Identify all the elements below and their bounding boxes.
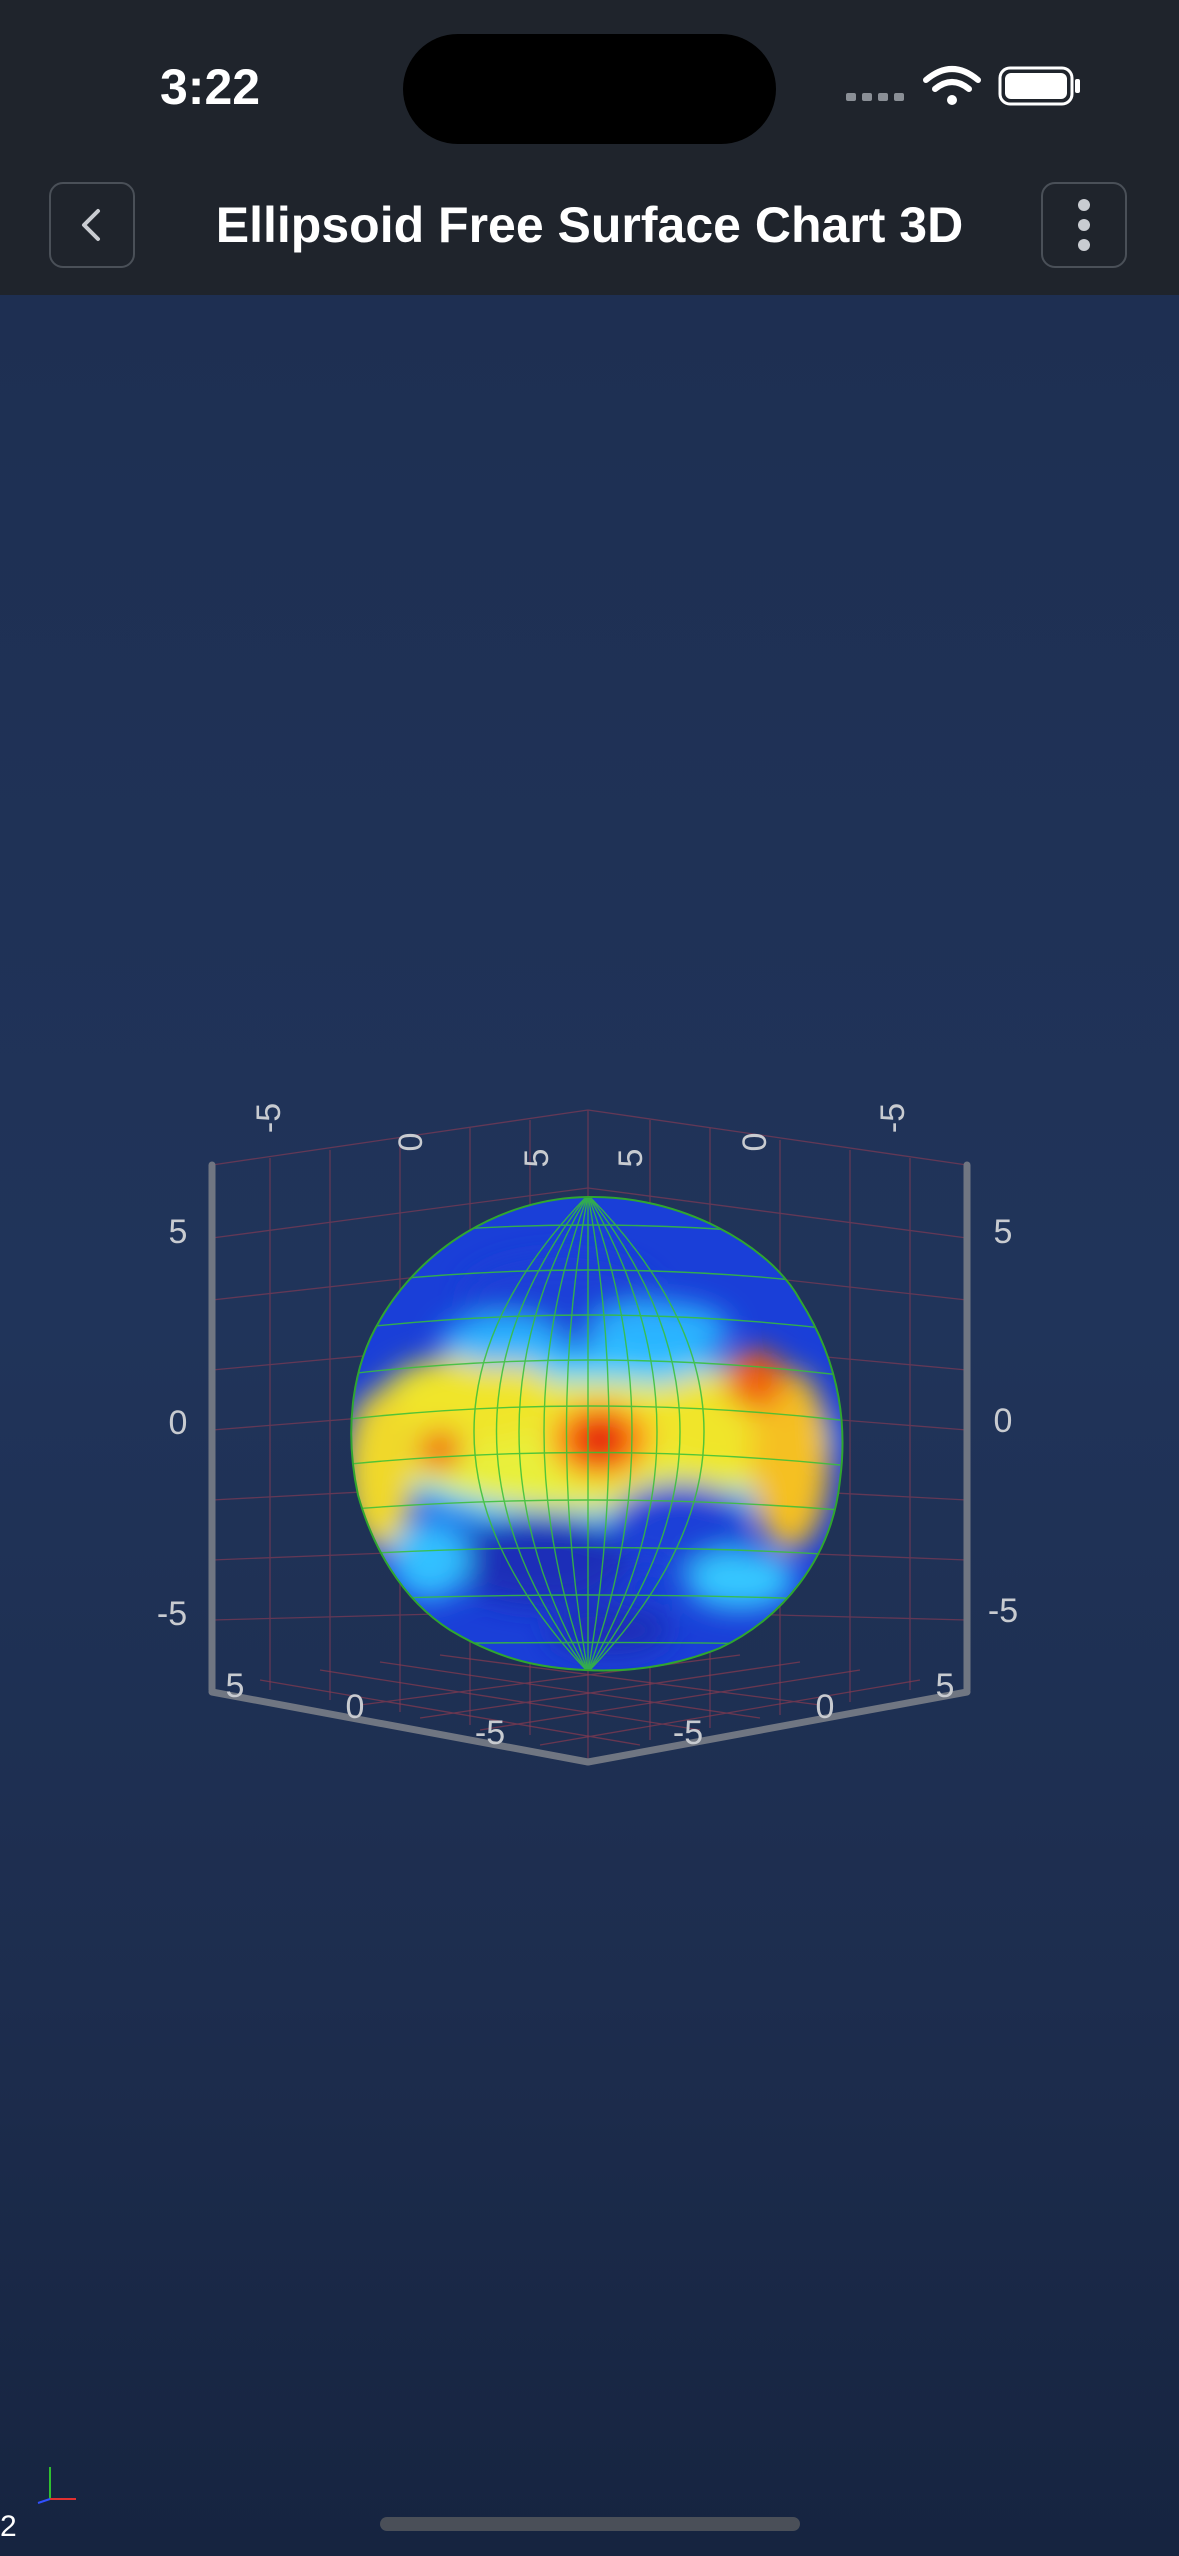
tick-label: 5 xyxy=(169,1213,188,1251)
page-title: Ellipsoid Free Surface Chart 3D xyxy=(215,197,964,253)
ellipsoid-surface xyxy=(350,1195,844,1672)
dynamic-island xyxy=(403,34,776,144)
battery-icon xyxy=(998,66,1080,106)
tick-label: 5 xyxy=(936,1667,955,1705)
tick-label: 0 xyxy=(736,1133,774,1152)
tick-label: 0 xyxy=(816,1688,835,1726)
z-axis-ticks: -5 0 5 xyxy=(673,1667,955,1752)
more-options-button[interactable] xyxy=(1041,182,1127,268)
x-axis-ticks: 5 0 -5 xyxy=(226,1667,506,1752)
tick-label: 5 xyxy=(518,1149,556,1168)
home-indicator[interactable] xyxy=(380,2517,800,2531)
tick-label: -5 xyxy=(250,1103,288,1133)
tick-label: 5 xyxy=(226,1667,245,1705)
surface-chart-3d[interactable]: 5 0 -5 5 0 -5 5 0 -5 -5 0 5 -5 0 5 5 0 -… xyxy=(0,295,1179,2556)
axis-orientation-icon xyxy=(37,2467,76,2504)
status-time: 3:22 xyxy=(160,59,261,115)
tick-label: -5 xyxy=(988,1592,1018,1630)
tick-label: 5 xyxy=(994,1213,1013,1251)
back-button[interactable] xyxy=(49,182,135,268)
tick-label: 0 xyxy=(346,1688,365,1726)
chart-area[interactable]: 5 0 -5 5 0 -5 5 0 -5 -5 0 5 -5 0 5 5 0 -… xyxy=(0,295,1179,2556)
axis-frame xyxy=(208,1161,971,1766)
status-icons xyxy=(846,66,1080,106)
tick-label: -5 xyxy=(475,1714,505,1752)
tick-label: -5 xyxy=(874,1103,912,1133)
top-back-ticks: -5 0 5 5 0 -5 xyxy=(250,1103,912,1168)
tick-label: 0 xyxy=(392,1133,430,1152)
app-header: 3:22 Ellipsoid Free Surface Chart 3D xyxy=(0,0,1179,295)
wifi-icon xyxy=(923,66,981,105)
chevron-left-icon xyxy=(82,209,100,241)
tick-label: -5 xyxy=(157,1595,187,1633)
y-axis-left-ticks: 5 0 -5 xyxy=(157,1213,188,1633)
tick-label: 5 xyxy=(612,1149,650,1168)
tick-label: -5 xyxy=(673,1714,703,1752)
cellular-signal-icon xyxy=(846,93,904,101)
corner-label: 2 xyxy=(0,2510,17,2543)
more-vertical-icon xyxy=(1078,199,1090,251)
tick-label: 0 xyxy=(169,1404,188,1442)
y-axis-right-ticks: 5 0 -5 xyxy=(988,1213,1018,1630)
tick-label: 0 xyxy=(994,1402,1013,1440)
